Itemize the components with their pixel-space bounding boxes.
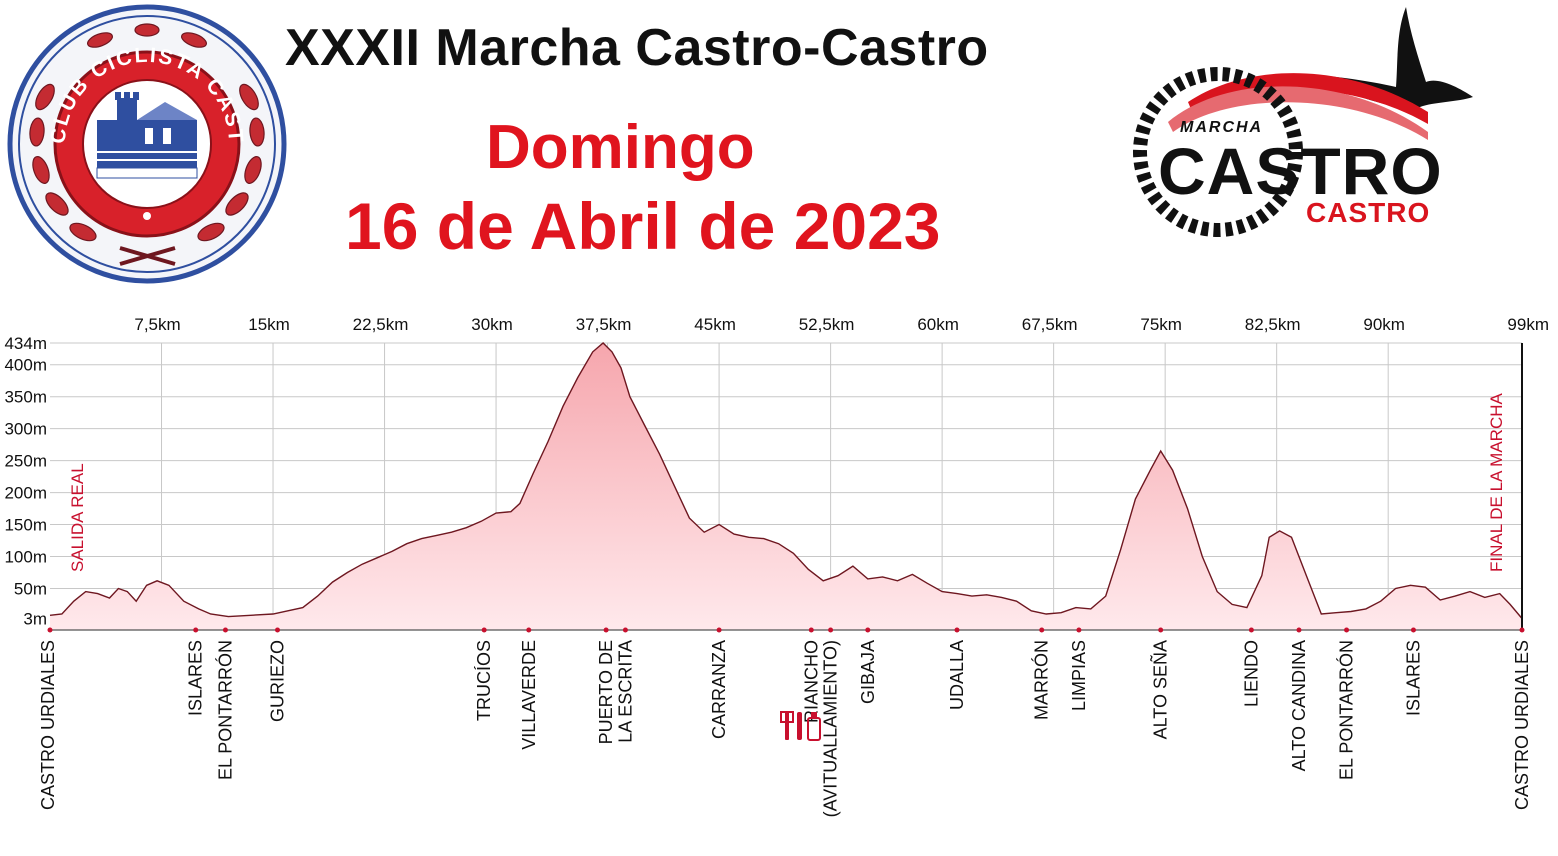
- location-label: LIMPIAS: [1069, 640, 1089, 711]
- x-tick-label: 75km: [1140, 315, 1182, 334]
- event-title: XXXII Marcha Castro-Castro: [285, 19, 989, 77]
- location-marker: [865, 627, 871, 633]
- x-tick-label: 90km: [1363, 315, 1405, 334]
- location-label: LIENDO: [1241, 640, 1261, 707]
- x-tick-label: 99km: [1507, 315, 1549, 334]
- elevation-line: [49, 342, 1523, 619]
- location-label: ALTO SEÑA: [1150, 640, 1171, 739]
- location-marker: [1158, 627, 1164, 633]
- location-marker: [828, 627, 834, 633]
- location-label: MARRÓN: [1031, 640, 1052, 720]
- x-tick-label: 67,5km: [1022, 315, 1078, 334]
- location-marker: [954, 627, 960, 633]
- location-label: EL PONTARRÓN: [1336, 640, 1357, 780]
- location-marker: [808, 627, 814, 633]
- y-tick-label: 200m: [4, 484, 47, 503]
- location-marker: [222, 627, 228, 633]
- chart-axes: [50, 343, 1523, 631]
- x-tick-label: 22,5km: [353, 315, 409, 334]
- event-date: 16 de Abril de 2023: [345, 189, 941, 263]
- y-tick-label: 250m: [4, 452, 47, 471]
- location-label: GIBAJA: [858, 640, 878, 704]
- location-label: CASTRO URDIALES: [1512, 640, 1532, 810]
- y-tick-label: 100m: [4, 547, 47, 566]
- x-tick-label: 37,5km: [576, 315, 632, 334]
- location-marker: [603, 627, 609, 633]
- location-label: CARRANZA: [709, 640, 729, 739]
- y-tick-labels: 3m 50m 100m 150m 200m 250m 300m 350m 400m 434m: [4, 334, 47, 628]
- x-tick-label: 30km: [471, 315, 513, 334]
- location-label: TRUCÍOS: [474, 640, 494, 721]
- bottle-cap-icon: [811, 712, 817, 718]
- location-marker: [1248, 627, 1254, 633]
- x-tick-label: 60km: [917, 315, 959, 334]
- fork-tines-icon: [780, 711, 794, 723]
- location-marker: [1296, 627, 1302, 633]
- y-tick-label: 434m: [4, 334, 47, 353]
- location-label: ISLARES: [1403, 640, 1423, 716]
- y-tick-label: 350m: [4, 388, 47, 407]
- knife-icon: [797, 712, 802, 740]
- logo-castro-text: CASTRO: [1158, 134, 1443, 208]
- x-tick-label: 7,5km: [134, 315, 180, 334]
- y-tick-label: 150m: [4, 516, 47, 535]
- location-label: RIANCHO: [801, 640, 821, 723]
- annotation-label: SALIDA REAL: [68, 463, 87, 572]
- location-label: LA ESCRITA: [615, 640, 635, 743]
- laurel-wreath-icon: [29, 23, 265, 242]
- logo-castro-sub-text: CASTRO: [1306, 197, 1430, 228]
- x-tick-label: 15km: [248, 315, 290, 334]
- location-marker: [47, 627, 53, 633]
- location-marker: [622, 627, 628, 633]
- location-label: CASTRO URDIALES: [38, 640, 58, 810]
- location-markers: [47, 627, 1525, 633]
- location-labels: CASTRO URDIALES ISLARES EL PONTARRÓN GURIEZ…: [38, 640, 1532, 817]
- x-tick-labels: 7,5km 15km 22,5km 30km 37,5km 45km 52,5km 60km 6…: [134, 315, 1549, 334]
- fork-knife-bottle-icon: [780, 711, 821, 741]
- x-tick-label: 45km: [694, 315, 736, 334]
- event-day: Domingo: [486, 113, 755, 182]
- location-marker: [1344, 627, 1350, 633]
- logo-marcha-text: MARCHA: [1180, 119, 1263, 136]
- elevation-fill: [50, 343, 1522, 630]
- fork-icon: [785, 712, 789, 740]
- location-label: ALTO CANDINA: [1289, 640, 1309, 771]
- annotation-label: FINAL DE LA MARCHA: [1487, 392, 1506, 572]
- location-marker: [716, 627, 722, 633]
- marcha-castro-castro-logo: MARCHA CASTRO CASTRO: [1133, 7, 1473, 237]
- castle-icon: [96, 92, 198, 179]
- x-tick-label: 52,5km: [799, 315, 855, 334]
- y-tick-label: 300m: [4, 420, 47, 439]
- location-label: (AVITUALLAMIENTO): [821, 640, 841, 817]
- x-tick-label: 82,5km: [1245, 315, 1301, 334]
- location-marker: [193, 627, 199, 633]
- location-label: UDALLA: [947, 640, 967, 710]
- location-marker: [274, 627, 280, 633]
- chainring-icon: [1133, 67, 1303, 237]
- location-marker: [481, 627, 487, 633]
- elevation-area: [49, 342, 1523, 630]
- route-annotations: SALIDA REAL FINAL DE LA MARCHA: [68, 392, 1506, 572]
- y-tick-label: 50m: [14, 579, 47, 598]
- location-label: ISLARES: [186, 640, 206, 716]
- location-marker: [1410, 627, 1416, 633]
- location-label: GURIEZO: [267, 640, 287, 722]
- location-label: EL PONTARRÓN: [214, 640, 235, 780]
- location-marker: [1039, 627, 1045, 633]
- location-marker: [1076, 627, 1082, 633]
- location-marker: [1519, 627, 1525, 633]
- location-label: PUERTO DE: [596, 640, 616, 744]
- y-tick-label: 400m: [4, 356, 47, 375]
- location-marker: [526, 627, 532, 633]
- location-label: VILLAVERDE: [519, 640, 539, 750]
- elevation-profile-chart: 7,5km 15km 22,5km 30km 37,5km 45km 52,5km 60km 6…: [4, 315, 1549, 817]
- club-ciclista-castreno-logo: CLUB CICLISTA CASTREÑO: [5, 2, 287, 284]
- y-tick-label: 3m: [23, 609, 47, 628]
